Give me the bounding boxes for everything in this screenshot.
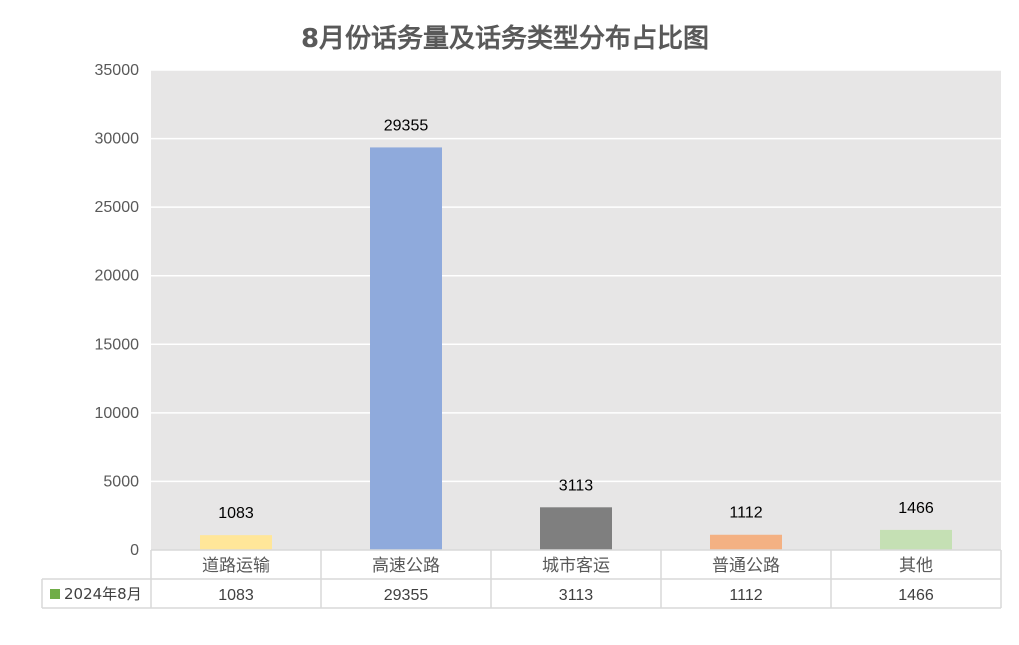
data-label: 3113	[559, 477, 594, 494]
y-tick-label: 5000	[103, 473, 139, 490]
legend-key	[50, 589, 60, 599]
data-label: 29355	[384, 117, 429, 134]
x-tick-label: 道路运输	[202, 556, 270, 576]
y-tick-label: 30000	[95, 131, 140, 148]
data-label: 1112	[729, 505, 762, 522]
x-tick-label: 城市客运	[542, 556, 610, 576]
data-table: 道路运输 1083 高速公路 29355 城市客运 3113 普通公路 1112 其他 1466 2…	[41, 549, 1002, 609]
data-labels: 1083 29355 3113 1112 1466	[218, 117, 934, 522]
plot-area	[151, 70, 1001, 550]
bar	[200, 535, 272, 550]
bar	[370, 147, 442, 550]
y-tick-label: 25000	[95, 199, 140, 216]
y-tick-label: 20000	[95, 268, 140, 285]
table-cell: 1112	[729, 587, 762, 604]
y-tick-label: 0	[130, 542, 139, 559]
y-axis: 0 5000 10000 15000 20000 25000 30000 35000	[95, 62, 140, 559]
y-tick-label: 15000	[95, 336, 140, 353]
y-tick-label: 35000	[95, 62, 140, 79]
gridlines	[151, 69, 1001, 483]
table-cell: 29355	[384, 587, 429, 604]
bar	[710, 534, 782, 550]
table-cell: 1466	[898, 587, 934, 604]
data-label: 1466	[898, 500, 934, 517]
data-label: 1083	[218, 505, 254, 522]
bar	[880, 529, 952, 550]
chart-title: 8月份话务量及话务类型分布占比图	[301, 24, 709, 54]
bar	[540, 507, 612, 550]
x-tick-label: 普通公路	[712, 556, 780, 576]
x-tick-label: 高速公路	[372, 556, 440, 576]
legend-label: 2024年8月	[64, 585, 142, 603]
x-tick-label: 其他	[899, 556, 933, 576]
table-cell: 1083	[218, 587, 254, 604]
bars	[200, 147, 952, 550]
y-tick-label: 10000	[95, 405, 140, 422]
table-cell: 3113	[559, 587, 594, 604]
